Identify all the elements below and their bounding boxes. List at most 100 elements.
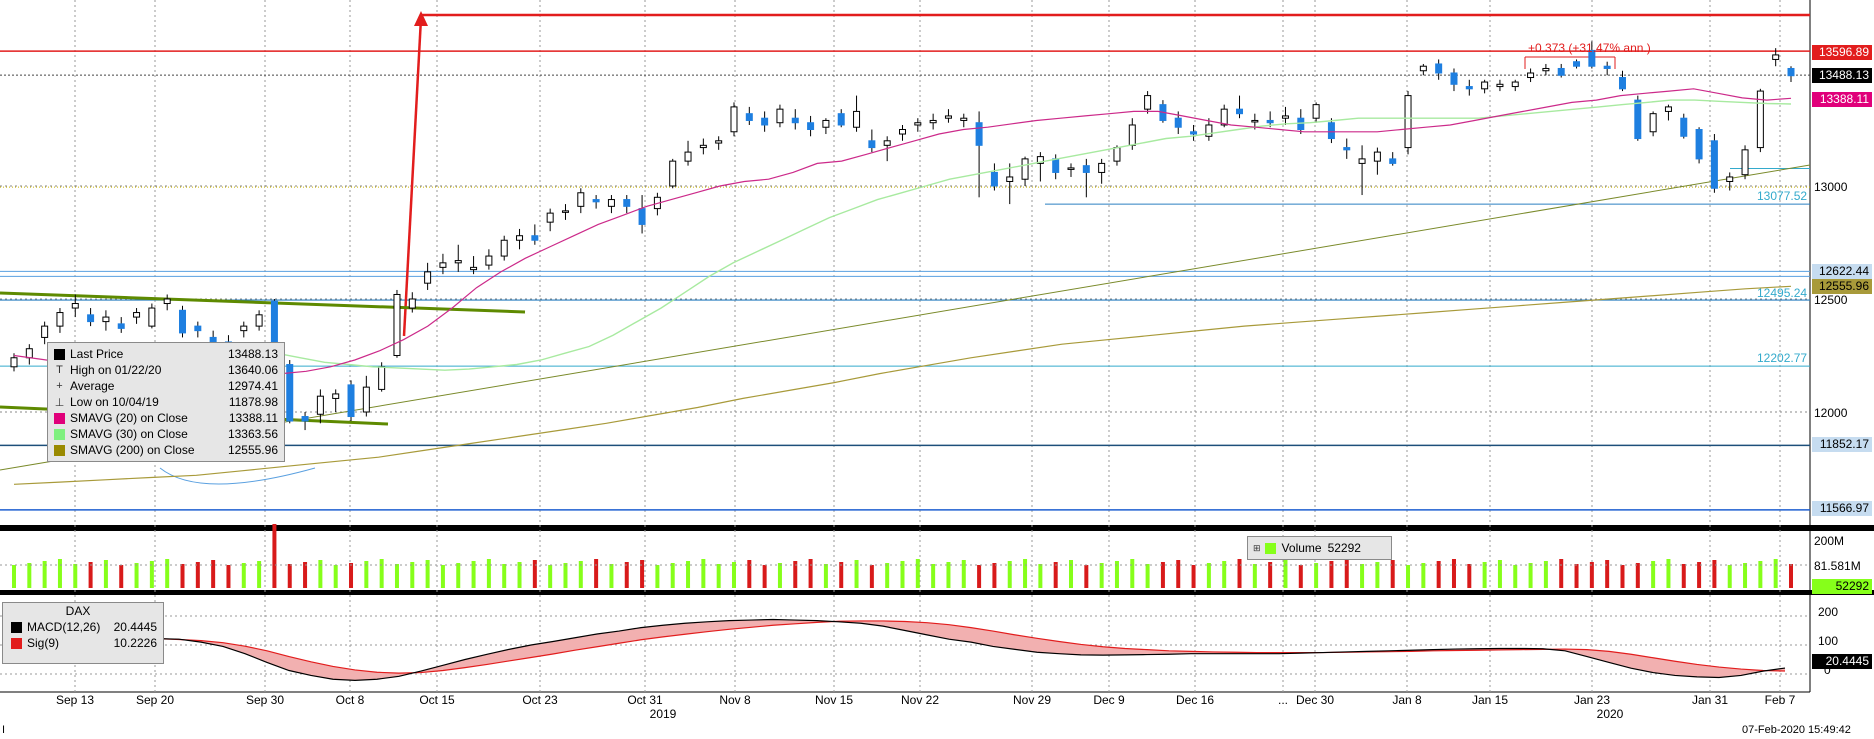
volume-bar <box>1467 564 1472 588</box>
volume-bar <box>303 562 308 588</box>
candle-body <box>807 122 815 131</box>
volume-bar <box>88 562 93 588</box>
volume-bar <box>42 561 47 588</box>
macd-line <box>2 618 1786 681</box>
legend-label: Average <box>70 379 115 393</box>
volume-bar <box>1053 562 1058 588</box>
candle-body <box>1496 83 1504 88</box>
candle-body <box>1603 65 1611 69</box>
sma200-line <box>13 285 1792 485</box>
high-marker-icon: T <box>56 364 63 376</box>
volume-bar <box>364 561 369 588</box>
candle-body <box>87 314 95 323</box>
candle-body <box>378 366 386 390</box>
volume-bar <box>1574 564 1579 588</box>
volume-bar <box>854 560 859 588</box>
candle-body <box>25 348 33 359</box>
candle-body <box>1695 129 1703 160</box>
candle-body <box>1358 158 1366 164</box>
candle-body <box>1021 158 1029 180</box>
legend-swatch <box>54 348 65 360</box>
volume-bar <box>517 562 522 588</box>
volume-bar <box>1559 559 1564 588</box>
candle-body <box>1327 122 1335 140</box>
volume-bar <box>1314 563 1319 588</box>
volume-bar <box>1375 562 1380 588</box>
volume-bar <box>394 564 399 588</box>
legend-label: SMAVG (200) on Close <box>70 443 195 457</box>
x-tick-label: Sep 13 <box>56 693 94 707</box>
price-legend[interactable]: Last Price 13488.13 T High on 01/22/20 1… <box>47 342 285 462</box>
volume-bar <box>747 560 752 588</box>
volume-bar <box>1635 563 1640 588</box>
candle-body <box>990 171 998 187</box>
volume-bar <box>57 559 62 588</box>
candle-body <box>1343 147 1351 151</box>
volume-bar <box>1758 561 1763 588</box>
candle-body <box>699 144 707 149</box>
x-tick-label: Nov 29 <box>1013 693 1051 707</box>
x-tick-label: ... <box>1278 693 1288 707</box>
legend-swatch <box>11 637 22 649</box>
volume-bar <box>1038 564 1043 588</box>
candle-body <box>163 298 171 305</box>
volume-bar <box>1206 563 1211 588</box>
volume-bar <box>1176 560 1181 588</box>
legend-sma200: SMAVG (200) on Close 12555.96 <box>48 442 284 458</box>
candle-body <box>393 293 401 357</box>
volume-bar <box>1268 562 1273 588</box>
volume-bar <box>1390 560 1395 588</box>
volume-bar <box>1712 560 1717 588</box>
candle-body <box>1588 49 1596 67</box>
candle-body <box>1481 81 1489 90</box>
volume-bar <box>640 560 645 588</box>
volume-legend[interactable]: ⊞ Volume 52292 <box>1247 536 1392 560</box>
macd-panel <box>2 618 1786 681</box>
volume-bar <box>425 560 430 588</box>
volume-bar <box>1743 563 1748 588</box>
candle-body <box>1067 167 1075 170</box>
candle-body <box>1787 67 1795 77</box>
volume-bar <box>257 561 262 588</box>
candle-body <box>133 312 141 318</box>
volume-bar <box>655 565 660 588</box>
volume-bar <box>609 564 614 588</box>
volume-bar <box>486 559 491 588</box>
volume-bar <box>1283 560 1288 588</box>
volume-bar <box>1497 560 1502 588</box>
volume-bar <box>1298 565 1303 588</box>
price-axis-13000: 13000 <box>1814 180 1848 194</box>
volume-bar <box>885 563 890 588</box>
volume-bar <box>1666 559 1671 588</box>
volume-bar <box>12 565 16 588</box>
x-tick-label: Nov 15 <box>815 693 853 707</box>
volume-bar <box>379 559 384 588</box>
x-tick-label: Jan 23 <box>1574 693 1610 707</box>
candle-body <box>1710 140 1718 189</box>
volume-axis-200m: 200M <box>1814 534 1844 548</box>
volume-bar <box>410 562 415 588</box>
candle-body <box>1542 67 1550 72</box>
legend-value: 13488.13 <box>227 347 278 361</box>
x-tick-label: Sep 20 <box>136 693 174 707</box>
candle-body <box>56 312 64 327</box>
x-tick-label: Jan 31 <box>1692 693 1728 707</box>
moving-averages <box>13 88 1792 485</box>
volume-bar <box>1605 560 1610 588</box>
x-tick-label: Nov 22 <box>901 693 939 707</box>
macd-legend[interactable]: DAX MACD(12,26) 20.4445 Sig(9) 10.2226 <box>2 602 164 664</box>
price-box-11852: 11852.17 <box>1812 437 1872 452</box>
macd-legend-title: DAX <box>65 604 91 618</box>
price-box-13596: 13596.89 <box>1812 45 1872 60</box>
candle-body <box>561 210 569 213</box>
candle-body <box>332 393 340 399</box>
legend-value: 12555.96 <box>227 443 278 457</box>
x-tick-label: Sep 30 <box>246 693 284 707</box>
volume-bar <box>686 561 691 588</box>
expand-icon[interactable]: ⊞ <box>1253 542 1261 553</box>
price-box-13388: 13388.11 <box>1812 92 1872 107</box>
x-tick-label: Oct 31 <box>627 693 663 707</box>
legend-label: Sig(9) <box>27 636 60 650</box>
candle-body <box>500 239 508 257</box>
candle-body <box>1036 156 1044 164</box>
